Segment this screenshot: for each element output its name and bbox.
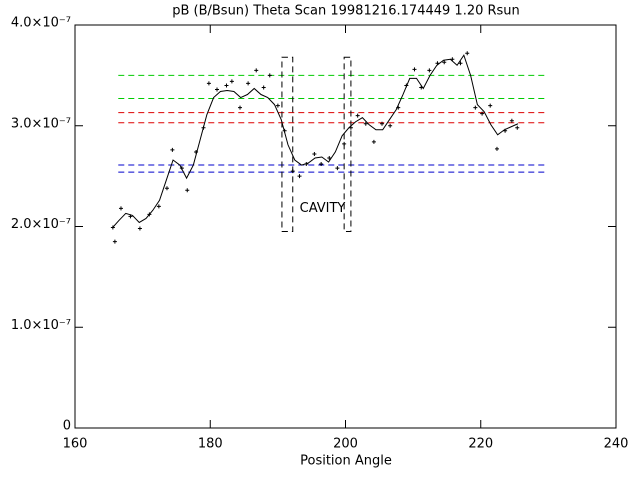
data-point [412, 67, 417, 72]
data-point [201, 125, 206, 130]
data-point [290, 169, 295, 174]
data-point [348, 125, 353, 130]
x-tick-label: 200 [333, 437, 358, 452]
data-point [319, 162, 324, 167]
data-point [404, 83, 409, 88]
data-point [458, 61, 463, 66]
y-tick-label: 3.0×10⁻⁷ [11, 116, 71, 131]
data-point [427, 68, 432, 73]
data-point [128, 214, 133, 219]
data-point [118, 206, 123, 211]
data-point [355, 113, 360, 118]
data-point [465, 51, 470, 56]
y-tick-label: 2.0×10⁻⁷ [11, 217, 71, 232]
data-point [238, 105, 243, 110]
data-point [215, 87, 220, 92]
data-point [246, 81, 251, 86]
data-point [275, 103, 280, 108]
data-point [363, 121, 368, 126]
data-point [442, 60, 447, 65]
y-tick-label: 1.0×10⁻⁷ [11, 318, 71, 333]
chart-title: pB (B/Bsun) Theta Scan 19981216.174449 1… [172, 4, 520, 19]
data-point [388, 123, 393, 128]
data-point [282, 128, 287, 133]
data-point [137, 226, 142, 231]
data-point [509, 118, 514, 123]
data-point [147, 212, 152, 217]
data-point [164, 186, 169, 191]
data-point [419, 85, 424, 90]
data-point [515, 125, 520, 130]
data-point [194, 149, 199, 154]
data-point [494, 146, 499, 151]
data-point [179, 166, 184, 171]
data-point [267, 73, 272, 78]
data-point [170, 147, 175, 152]
data-point [380, 121, 385, 126]
data-point [335, 166, 340, 171]
y-tick-label: 4.0×10⁻⁷ [11, 16, 71, 31]
data-point [304, 162, 309, 167]
data-point [297, 174, 302, 179]
data-point [254, 68, 259, 73]
data-point [480, 111, 485, 116]
x-tick-label: 180 [198, 437, 223, 452]
data-point [112, 239, 117, 244]
data-point [435, 61, 440, 66]
data-point [450, 57, 455, 62]
data-point [229, 79, 234, 84]
data-point [342, 141, 347, 146]
x-tick-label: 240 [604, 437, 629, 452]
data-line [111, 54, 519, 229]
region-box [281, 56, 294, 233]
data-point [396, 105, 401, 110]
y-tick-label: 0 [63, 419, 71, 434]
x-tick-label: 160 [63, 437, 88, 452]
data-point [371, 139, 376, 144]
data-point [156, 204, 161, 209]
data-point [110, 225, 115, 230]
data-point [503, 128, 508, 133]
data-point [206, 81, 211, 86]
data-point [224, 83, 229, 88]
data-point [312, 151, 317, 156]
data-point [473, 105, 478, 110]
data-point [327, 155, 332, 160]
annotation: CAVITY [300, 201, 346, 216]
x-axis-label: Position Angle [300, 454, 392, 469]
data-point [261, 85, 266, 90]
x-tick-label: 220 [468, 437, 493, 452]
data-point [488, 103, 493, 108]
data-point [185, 188, 190, 193]
